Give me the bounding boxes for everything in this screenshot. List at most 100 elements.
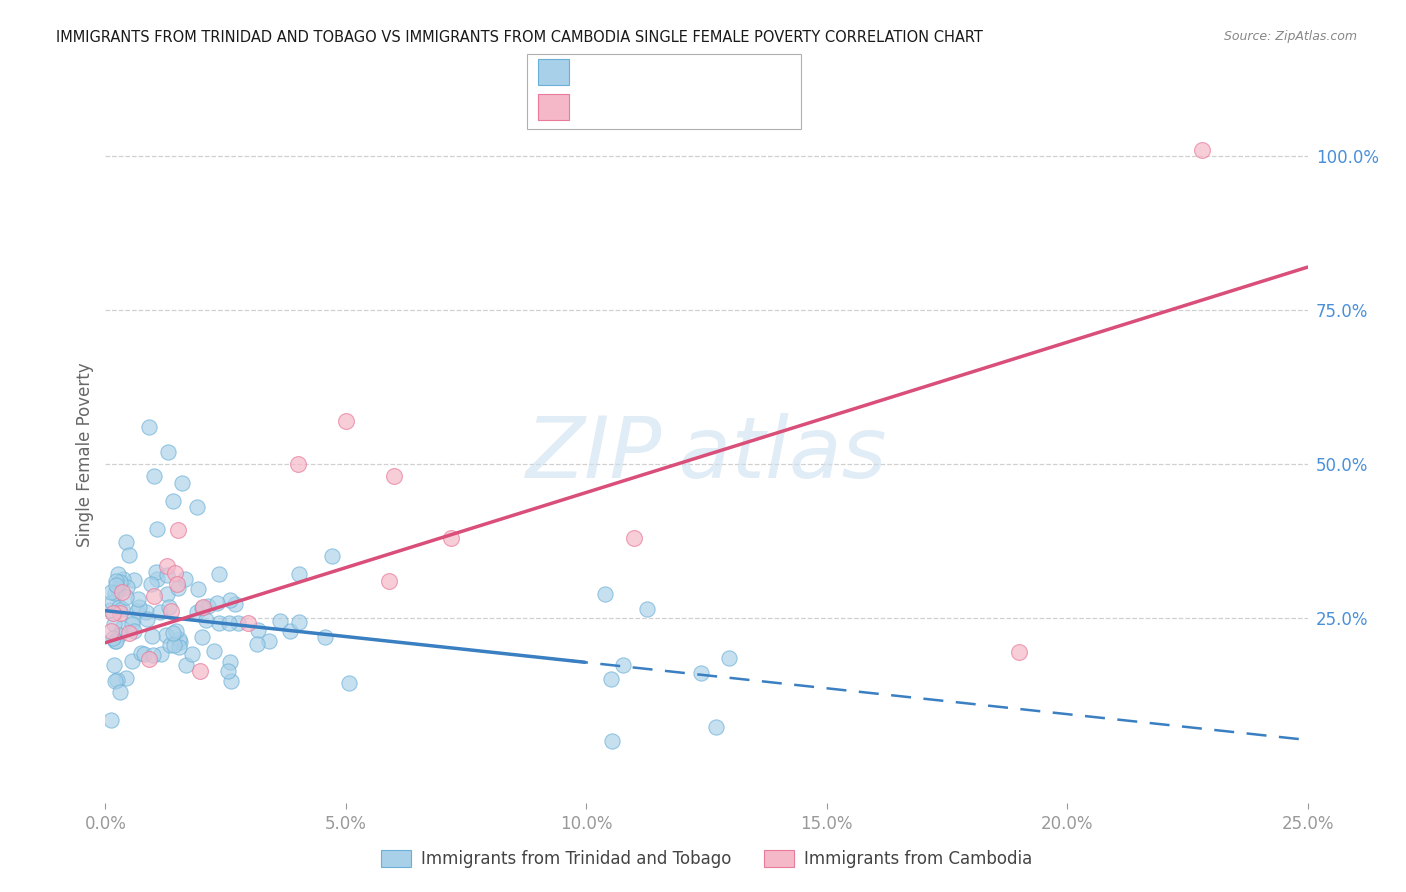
- Point: [321, 549, 343, 563]
- Point: [382, 469, 405, 483]
- Point: [128, 600, 150, 615]
- Point: [208, 615, 231, 630]
- Text: 104: 104: [721, 66, 756, 84]
- Point: [127, 592, 149, 607]
- Text: 23: 23: [725, 101, 755, 119]
- Point: [163, 638, 186, 652]
- Point: [104, 634, 127, 648]
- Point: [132, 647, 155, 661]
- Point: [160, 604, 183, 618]
- Point: [166, 582, 188, 596]
- Point: [188, 665, 211, 679]
- Point: [103, 606, 125, 620]
- Point: [100, 594, 122, 608]
- Point: [105, 574, 128, 589]
- Text: R =: R =: [578, 66, 614, 84]
- Point: [142, 589, 165, 603]
- Point: [103, 617, 125, 632]
- Point: [174, 572, 197, 586]
- Point: [219, 655, 242, 669]
- Point: [246, 637, 269, 651]
- Point: [100, 584, 122, 599]
- Point: [600, 734, 623, 748]
- Point: [107, 628, 129, 642]
- Point: [108, 685, 131, 699]
- Point: [636, 602, 658, 616]
- Point: [167, 640, 190, 655]
- Point: [107, 583, 129, 598]
- Point: [100, 624, 122, 638]
- Point: [377, 574, 399, 588]
- Point: [108, 600, 131, 615]
- Point: [219, 592, 242, 607]
- Point: [156, 568, 179, 582]
- Point: [114, 671, 136, 685]
- Point: [131, 646, 153, 660]
- Point: [108, 606, 131, 620]
- Point: [156, 445, 179, 459]
- Point: [107, 566, 129, 581]
- Point: [104, 634, 127, 648]
- Point: [138, 420, 160, 434]
- Text: N =: N =: [683, 66, 720, 84]
- Point: [115, 580, 138, 594]
- Point: [197, 599, 219, 613]
- Point: [706, 720, 728, 734]
- Point: [287, 457, 309, 471]
- Point: [111, 572, 134, 586]
- Point: [165, 566, 187, 580]
- Point: [187, 582, 209, 596]
- Point: [218, 615, 240, 630]
- Point: [146, 522, 169, 536]
- Point: [155, 628, 177, 642]
- Point: [122, 612, 145, 626]
- Point: [600, 672, 623, 686]
- Point: [623, 531, 645, 545]
- Point: [141, 629, 163, 643]
- Point: [162, 626, 184, 640]
- Point: [117, 548, 139, 562]
- Point: [335, 414, 357, 428]
- Point: [247, 623, 270, 637]
- Point: [186, 605, 208, 619]
- Point: [1008, 645, 1031, 659]
- Point: [118, 626, 141, 640]
- Point: [111, 602, 134, 616]
- Point: [155, 559, 177, 574]
- Point: [224, 597, 246, 611]
- Point: [226, 616, 249, 631]
- Text: 0.723: 0.723: [617, 101, 671, 119]
- Point: [100, 713, 122, 727]
- Point: [150, 647, 173, 661]
- Point: [217, 665, 239, 679]
- Point: [142, 469, 165, 483]
- Point: [288, 615, 311, 629]
- Point: [156, 587, 179, 601]
- Text: R =: R =: [578, 101, 614, 119]
- Point: [612, 657, 634, 672]
- Point: [167, 524, 190, 538]
- Point: [205, 596, 228, 610]
- Point: [180, 647, 202, 661]
- Point: [103, 657, 125, 672]
- Point: [111, 584, 134, 599]
- Point: [440, 531, 463, 545]
- Point: [108, 574, 131, 589]
- Point: [98, 603, 121, 617]
- Point: [121, 616, 143, 631]
- Point: [314, 630, 336, 644]
- Point: [690, 666, 713, 681]
- Point: [337, 676, 360, 690]
- Point: [122, 624, 145, 639]
- Y-axis label: Single Female Poverty: Single Female Poverty: [76, 363, 94, 547]
- Point: [202, 644, 225, 658]
- Point: [135, 605, 157, 619]
- Point: [121, 654, 143, 668]
- Point: [142, 648, 165, 662]
- Point: [172, 475, 194, 490]
- Point: [104, 674, 127, 689]
- Point: [165, 624, 187, 638]
- Point: [593, 587, 616, 601]
- Point: [149, 605, 172, 619]
- Point: [257, 633, 280, 648]
